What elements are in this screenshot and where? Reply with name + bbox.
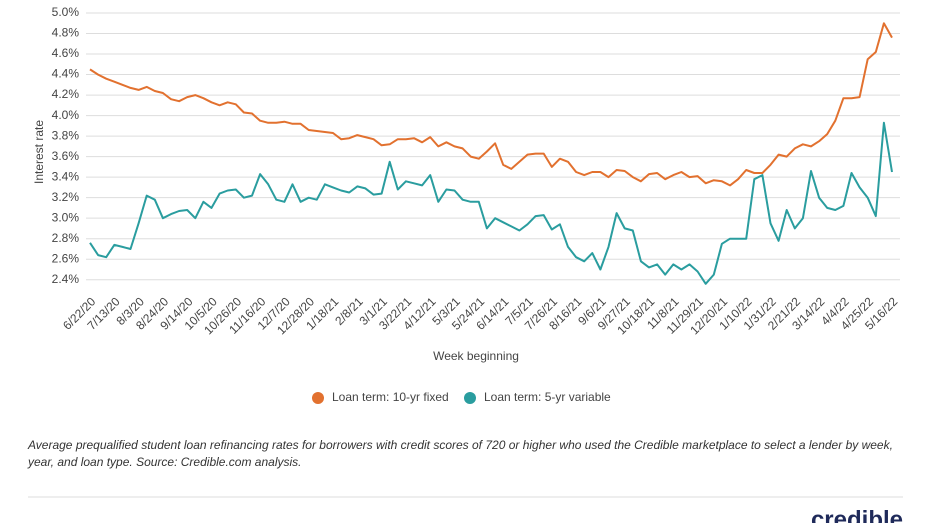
y-tick-label: 3.8% <box>52 128 80 142</box>
y-axis-label: Interest rate <box>32 120 46 184</box>
legend-marker <box>464 392 476 404</box>
caption: Average prequalified student loan refina… <box>28 438 893 469</box>
y-tick-label: 4.4% <box>52 67 80 81</box>
y-tick-label: 4.8% <box>52 26 80 40</box>
line <box>89 22 893 187</box>
legend-marker <box>312 392 324 404</box>
legend-label: Loan term: 10-yr fixed <box>332 390 449 404</box>
y-tick-label: 4.6% <box>52 46 80 60</box>
logo: credible <box>811 506 903 523</box>
x-axis-label: Week beginning <box>433 349 519 363</box>
y-tick-label: 2.4% <box>52 272 80 286</box>
y-tick-label: 2.6% <box>52 251 80 265</box>
y-tick-label: 4.0% <box>52 108 80 122</box>
y-tick-label: 3.4% <box>52 169 80 183</box>
y-tick-label: 2.8% <box>52 231 80 245</box>
y-tick-label: 4.2% <box>52 87 80 101</box>
line <box>89 121 893 285</box>
y-tick-label: 3.0% <box>52 210 80 224</box>
legend-label: Loan term: 5-yr variable <box>484 390 611 404</box>
y-tick-label: 3.2% <box>52 190 80 204</box>
y-tick-label: 3.6% <box>52 149 80 163</box>
y-tick-label: 5.0% <box>52 5 80 19</box>
